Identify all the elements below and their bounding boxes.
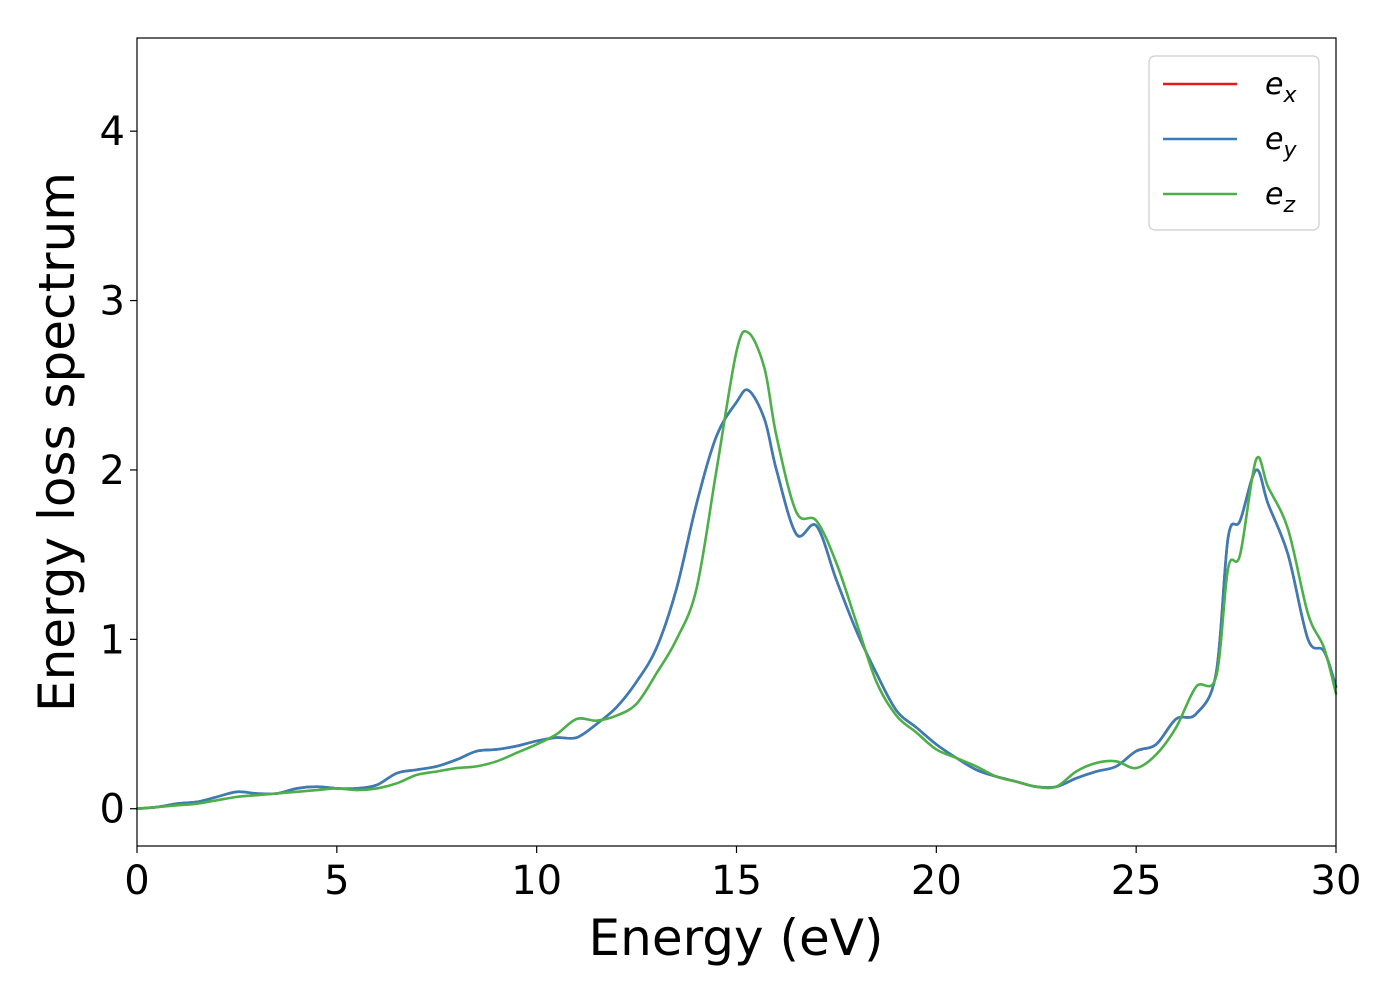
legend-label-subscript: y xyxy=(1282,138,1297,163)
y-tick-label: 0 xyxy=(100,787,125,833)
y-tick-label: 2 xyxy=(100,448,125,494)
x-tick-label: 10 xyxy=(511,858,562,904)
legend-label-ez: ez xyxy=(1265,177,1295,218)
x-tick-label: 20 xyxy=(911,858,962,904)
x-tick-label: 0 xyxy=(124,858,149,904)
y-axis: 0 1 2 3 4 xyxy=(100,109,137,833)
x-axis-title: Energy (eV) xyxy=(589,909,884,967)
legend-label-base: e xyxy=(1265,67,1283,102)
y-tick-label: 1 xyxy=(100,617,125,663)
x-tick-label: 30 xyxy=(1311,858,1362,904)
x-tick-label: 5 xyxy=(324,858,349,904)
legend-label-base: e xyxy=(1265,177,1283,212)
legend-label-subscript: x xyxy=(1282,83,1297,108)
legend-label-subscript: z xyxy=(1282,193,1295,218)
legend-label-base: e xyxy=(1265,122,1283,157)
plot-area xyxy=(137,38,1336,846)
y-tick-label: 3 xyxy=(100,279,125,325)
x-tick-label: 15 xyxy=(711,858,762,904)
series-line-ez xyxy=(135,329,1338,811)
y-tick-label: 4 xyxy=(100,109,125,155)
legend-label-ey: ey xyxy=(1265,122,1297,163)
x-axis: 0 5 10 15 20 25 30 xyxy=(124,846,1361,904)
legend-box xyxy=(1148,55,1320,231)
series-layer xyxy=(135,329,1338,811)
y-axis-title: Energy loss spectrum xyxy=(28,172,86,712)
x-tick-label: 25 xyxy=(1111,858,1162,904)
legend-label-ex: ex xyxy=(1265,67,1297,108)
